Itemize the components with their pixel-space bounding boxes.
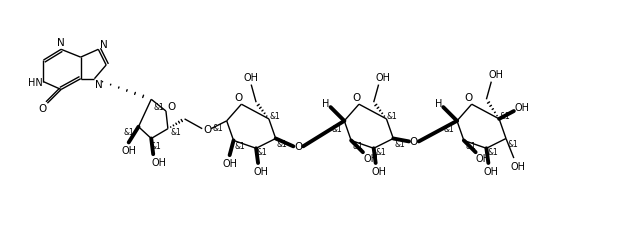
Text: &1: &1 — [123, 128, 134, 136]
Text: OH: OH — [371, 166, 386, 176]
Text: O: O — [234, 93, 242, 103]
Text: &1: &1 — [170, 128, 181, 136]
Text: &1: &1 — [269, 112, 280, 121]
Text: &1: &1 — [375, 147, 386, 156]
Text: &1: &1 — [395, 139, 405, 148]
Text: &1: &1 — [257, 147, 267, 156]
Text: &1: &1 — [500, 112, 510, 121]
Text: H: H — [322, 99, 329, 109]
Text: &1: &1 — [508, 139, 518, 148]
Text: &1: &1 — [387, 112, 397, 121]
Text: OH: OH — [489, 69, 503, 79]
Text: &1: &1 — [444, 125, 454, 134]
Text: OH: OH — [363, 153, 378, 163]
Text: &1: &1 — [154, 102, 164, 111]
Text: O: O — [294, 142, 303, 152]
Text: HN: HN — [29, 77, 43, 87]
Text: OH: OH — [476, 153, 491, 163]
Text: N: N — [100, 40, 108, 50]
Text: O: O — [464, 93, 473, 103]
Text: O: O — [203, 124, 211, 134]
Text: OH: OH — [514, 103, 529, 113]
Text: OH: OH — [510, 161, 525, 171]
Text: &1: &1 — [488, 147, 498, 156]
Text: O: O — [410, 137, 418, 147]
Text: O: O — [167, 102, 176, 112]
Text: &1: &1 — [331, 125, 342, 134]
Text: &1: &1 — [276, 139, 287, 148]
Text: H: H — [435, 99, 442, 109]
Text: OH: OH — [121, 146, 136, 155]
Text: O: O — [352, 93, 360, 103]
Text: &1: &1 — [151, 141, 162, 150]
Text: N: N — [95, 79, 103, 89]
Text: &1: &1 — [466, 141, 476, 150]
Text: OH: OH — [376, 72, 391, 82]
Text: OH: OH — [151, 157, 167, 167]
Text: OH: OH — [484, 166, 499, 176]
Text: &1: &1 — [234, 141, 245, 150]
Text: OH: OH — [254, 166, 268, 176]
Text: O: O — [38, 104, 46, 114]
Text: N: N — [57, 38, 65, 48]
Text: OH: OH — [222, 158, 237, 168]
Text: OH: OH — [244, 72, 259, 82]
Text: &1: &1 — [213, 124, 223, 133]
Text: &1: &1 — [353, 141, 363, 150]
